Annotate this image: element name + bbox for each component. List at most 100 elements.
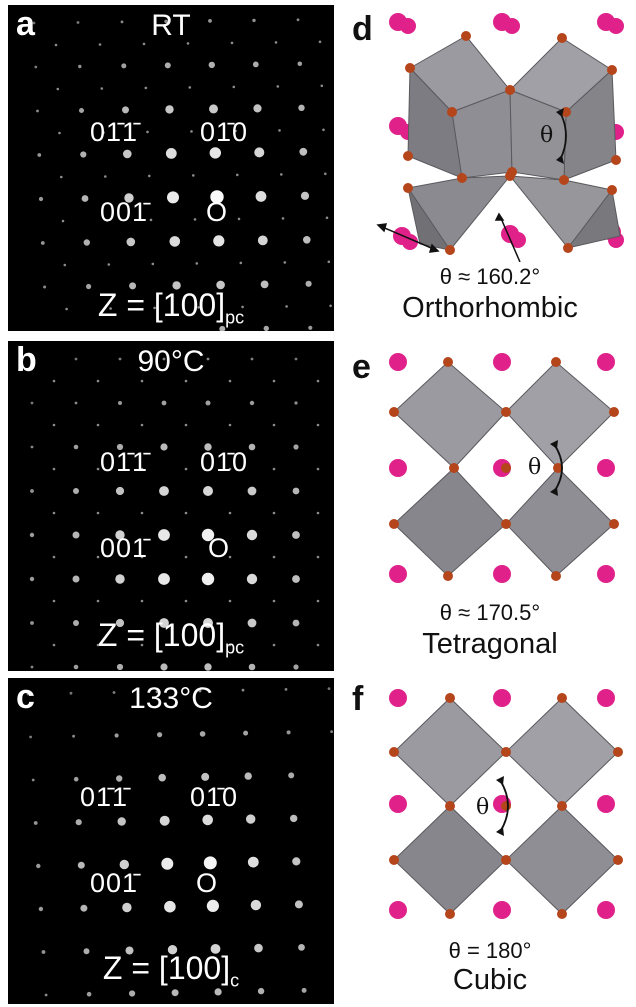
- superlattice-spot: [184, 511, 188, 515]
- superlattice-spot: [52, 555, 56, 559]
- diffraction-spot: [213, 235, 225, 247]
- diffraction-spot: [73, 776, 79, 782]
- diffraction-spot: [246, 573, 258, 585]
- superlattice-spot: [197, 306, 200, 309]
- superlattice-spot: [52, 467, 56, 471]
- diffraction-spot: [119, 859, 129, 870]
- diffraction-spot: [305, 280, 312, 287]
- diffraction-spot: [209, 147, 221, 159]
- superlattice-spot: [192, 174, 195, 177]
- diffraction-spot: [208, 19, 212, 23]
- diffraction-spot: [172, 281, 181, 290]
- diffraction-spot: [248, 663, 256, 671]
- origin-label-c: O: [196, 868, 219, 898]
- diffraction-spot: [26, 692, 30, 696]
- superlattice-spot: [146, 130, 149, 134]
- diffraction-pattern-a: [32, 18, 332, 331]
- diffraction-spot: [203, 486, 213, 496]
- diffraction-spot: [155, 690, 159, 694]
- diffraction-spot: [115, 574, 125, 584]
- superlattice-spot: [105, 219, 109, 222]
- diffraction-spot: [80, 904, 88, 912]
- diffraction-spot: [122, 106, 129, 114]
- superlattice-spot: [316, 643, 320, 647]
- diffraction-spot: [159, 618, 169, 628]
- diffraction-spot: [79, 108, 84, 113]
- diffraction-spot: [75, 819, 82, 826]
- superlattice-spot: [278, 129, 281, 132]
- diffraction-spot: [246, 814, 256, 824]
- diffraction-spot: [86, 991, 92, 997]
- diffraction-spot: [158, 773, 166, 782]
- diffraction-spot: [129, 990, 136, 997]
- diffraction-spot: [69, 691, 73, 695]
- temperature-title-c: 133°C: [129, 682, 213, 715]
- diffraction-spot: [116, 775, 123, 782]
- superlattice-spot: [184, 379, 188, 383]
- diffraction-spot: [199, 731, 206, 737]
- diffraction-spot: [30, 665, 34, 669]
- diffraction-spot: [299, 147, 308, 156]
- superlattice-spot: [190, 130, 193, 133]
- diffraction-spot: [73, 664, 79, 670]
- superlattice-spot: [184, 467, 188, 471]
- superlattice-spot: [272, 511, 276, 515]
- superlattice-spot: [140, 511, 144, 515]
- panel-label-b: b: [16, 341, 37, 379]
- diffraction-spot: [122, 902, 132, 913]
- diffraction-spot: [29, 576, 35, 582]
- diffraction-spot: [116, 443, 124, 451]
- diffraction-spot: [209, 104, 218, 114]
- diffraction-spot: [298, 104, 305, 112]
- diffraction-spot: [83, 239, 91, 246]
- diffraction-spot: [203, 618, 213, 628]
- diffraction-spot: [115, 486, 125, 496]
- superlattice-spot: [140, 599, 144, 603]
- diffraction-spot: [83, 948, 90, 955]
- superlattice-spot: [272, 467, 276, 471]
- diffraction-spot: [72, 575, 80, 583]
- superlattice-spot: [272, 599, 276, 603]
- diffraction-spot: [31, 778, 35, 782]
- superlattice-spot: [193, 218, 197, 221]
- superlattice-spot: [280, 173, 283, 176]
- diffraction-spot: [118, 401, 122, 405]
- diffraction-spot: [43, 285, 47, 289]
- superlattice-spot: [96, 511, 100, 515]
- superlattice-spot: [52, 643, 56, 647]
- diffraction-spot: [125, 946, 134, 955]
- diffraction-spot: [118, 357, 122, 361]
- diffraction-spot: [121, 63, 127, 69]
- diffraction-spot: [201, 772, 210, 781]
- diffraction-spot: [257, 235, 268, 246]
- superlattice-spot: [322, 128, 325, 132]
- superlattice-spot: [324, 172, 327, 176]
- diffraction-spot: [38, 906, 44, 912]
- superlattice-spot: [54, 43, 58, 47]
- superlattice-spot: [96, 643, 100, 647]
- superlattice-spot: [184, 423, 188, 427]
- diffraction-spot: [254, 943, 263, 953]
- oxygen-atoms-f: [389, 693, 623, 919]
- octahedra-d: [407, 35, 621, 251]
- diffraction-spot: [81, 195, 89, 202]
- superlattice-spot: [230, 41, 234, 45]
- diffraction-spot: [303, 236, 311, 244]
- diffraction-spot: [301, 987, 307, 993]
- superlattice-spot: [149, 218, 153, 222]
- superlattice-spot: [239, 261, 243, 265]
- diffraction-spot: [159, 486, 169, 496]
- diffraction-spot: [123, 149, 132, 159]
- diffraction-spot: [160, 663, 168, 671]
- diffraction-spot: [29, 532, 35, 538]
- theta-symbol-f: θ: [476, 795, 489, 820]
- diffraction-spot: [36, 863, 41, 869]
- diffraction-spot: [210, 190, 224, 204]
- superlattice-spot: [52, 379, 56, 383]
- diffraction-spot: [201, 528, 215, 542]
- diffraction-spot: [124, 193, 134, 203]
- diffraction-spot: [248, 443, 256, 451]
- superlattice-spot: [318, 40, 322, 44]
- diffraction-spot: [158, 573, 170, 585]
- superlattice-spot: [283, 261, 287, 264]
